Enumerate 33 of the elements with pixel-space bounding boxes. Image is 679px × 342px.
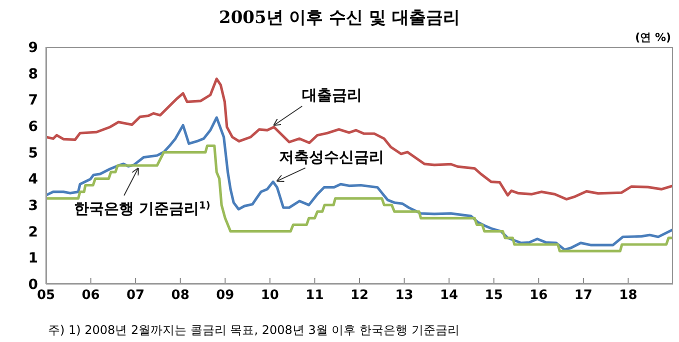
y-tick-label: 1 [28,250,38,267]
x-tick-label: 10 [260,288,279,304]
x-tick-label: 12 [350,288,369,304]
y-tick-label: 7 [28,92,38,109]
x-tick-label: 15 [484,288,503,304]
x-tick-label: 18 [619,288,638,304]
annotation: 대출금리 [302,86,362,104]
y-tick-label: 2 [28,224,38,240]
text: 주) 1) 2008년 2월까지는 콜금리 목표, 2008년 3월 이후 한국은행 기준금리 [48,323,460,337]
y-tick-label: 3 [28,198,38,214]
x-tick-label: 08 [171,288,190,304]
x-tick-label: 14 [440,288,458,304]
x-tick-label: 16 [530,288,548,304]
x-tick-label: 11 [306,288,324,304]
annotation: 한국은행 기준금리$^{1)}$ [74,200,210,218]
y-tick-label: 6 [28,118,38,135]
x-tick-label: 07 [126,288,145,304]
y-axis-title: (연 %) [635,30,671,45]
x-tick-label: 17 [574,288,592,304]
line-series [46,116,673,252]
y-tick-label: 0 [28,276,38,293]
x-tick-label: 13 [395,288,414,304]
x-tick-label: 05 [36,288,56,304]
y-tick-label: 5 [28,145,38,162]
chart-title: 2005년 이후 수신 및 대출금리 [218,7,461,29]
y-tick-label: 8 [28,66,38,82]
x-tick-label: 09 [216,288,234,304]
x-tick-label: 06 [82,288,100,304]
line-series [46,78,673,201]
y-tick-label: 9 [28,40,38,56]
annotation: 저축성수신금리 [278,148,384,166]
y-tick-label: 4 [28,172,38,188]
line-series [46,144,673,252]
